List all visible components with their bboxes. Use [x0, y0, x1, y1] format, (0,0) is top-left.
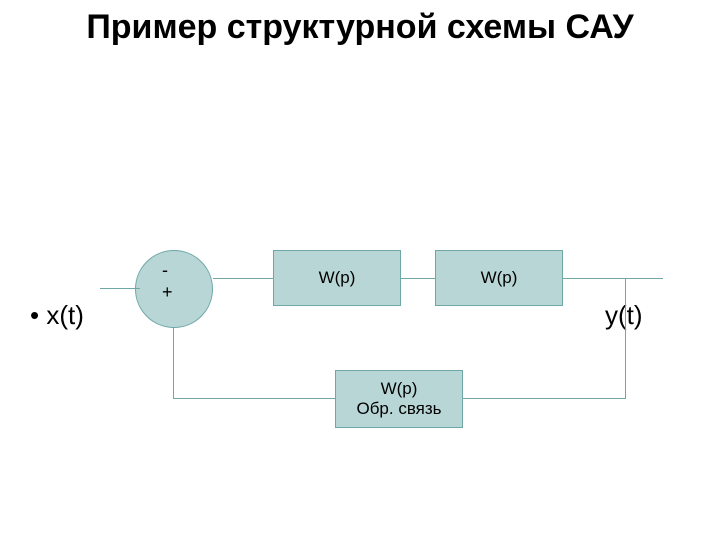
wire-fb-block-to-left: [173, 398, 335, 399]
slide-title: Пример структурной схемы САУ: [0, 8, 720, 47]
input-label: • x(t): [30, 300, 84, 331]
wire-block1-to-block2: [401, 278, 435, 279]
minus-sign: -: [162, 260, 168, 281]
output-label: y(t): [605, 300, 643, 331]
wire-block2-to-output: [563, 278, 663, 279]
bullet-icon: •: [30, 300, 39, 330]
transfer-block-2: W(p): [435, 250, 563, 306]
plus-sign: +: [162, 282, 173, 303]
slide: Пример структурной схемы САУ • x(t) y(t)…: [0, 0, 720, 540]
wire-fb-down-right: [625, 278, 626, 399]
feedback-block-label2: Обр. связь: [356, 399, 441, 419]
summing-junction: [135, 250, 213, 328]
transfer-block-2-label: W(p): [481, 268, 518, 288]
wire-fb-up-left: [173, 328, 174, 399]
transfer-block-1-label: W(p): [319, 268, 356, 288]
transfer-block-1: W(p): [273, 250, 401, 306]
wire-fb-right-to-block: [463, 398, 626, 399]
wire-input-to-sum: [100, 288, 140, 289]
feedback-block-label1: W(p): [381, 379, 418, 399]
feedback-block: W(p) Обр. связь: [335, 370, 463, 428]
wire-sum-to-block1: [213, 278, 273, 279]
input-label-text: x(t): [46, 300, 84, 330]
